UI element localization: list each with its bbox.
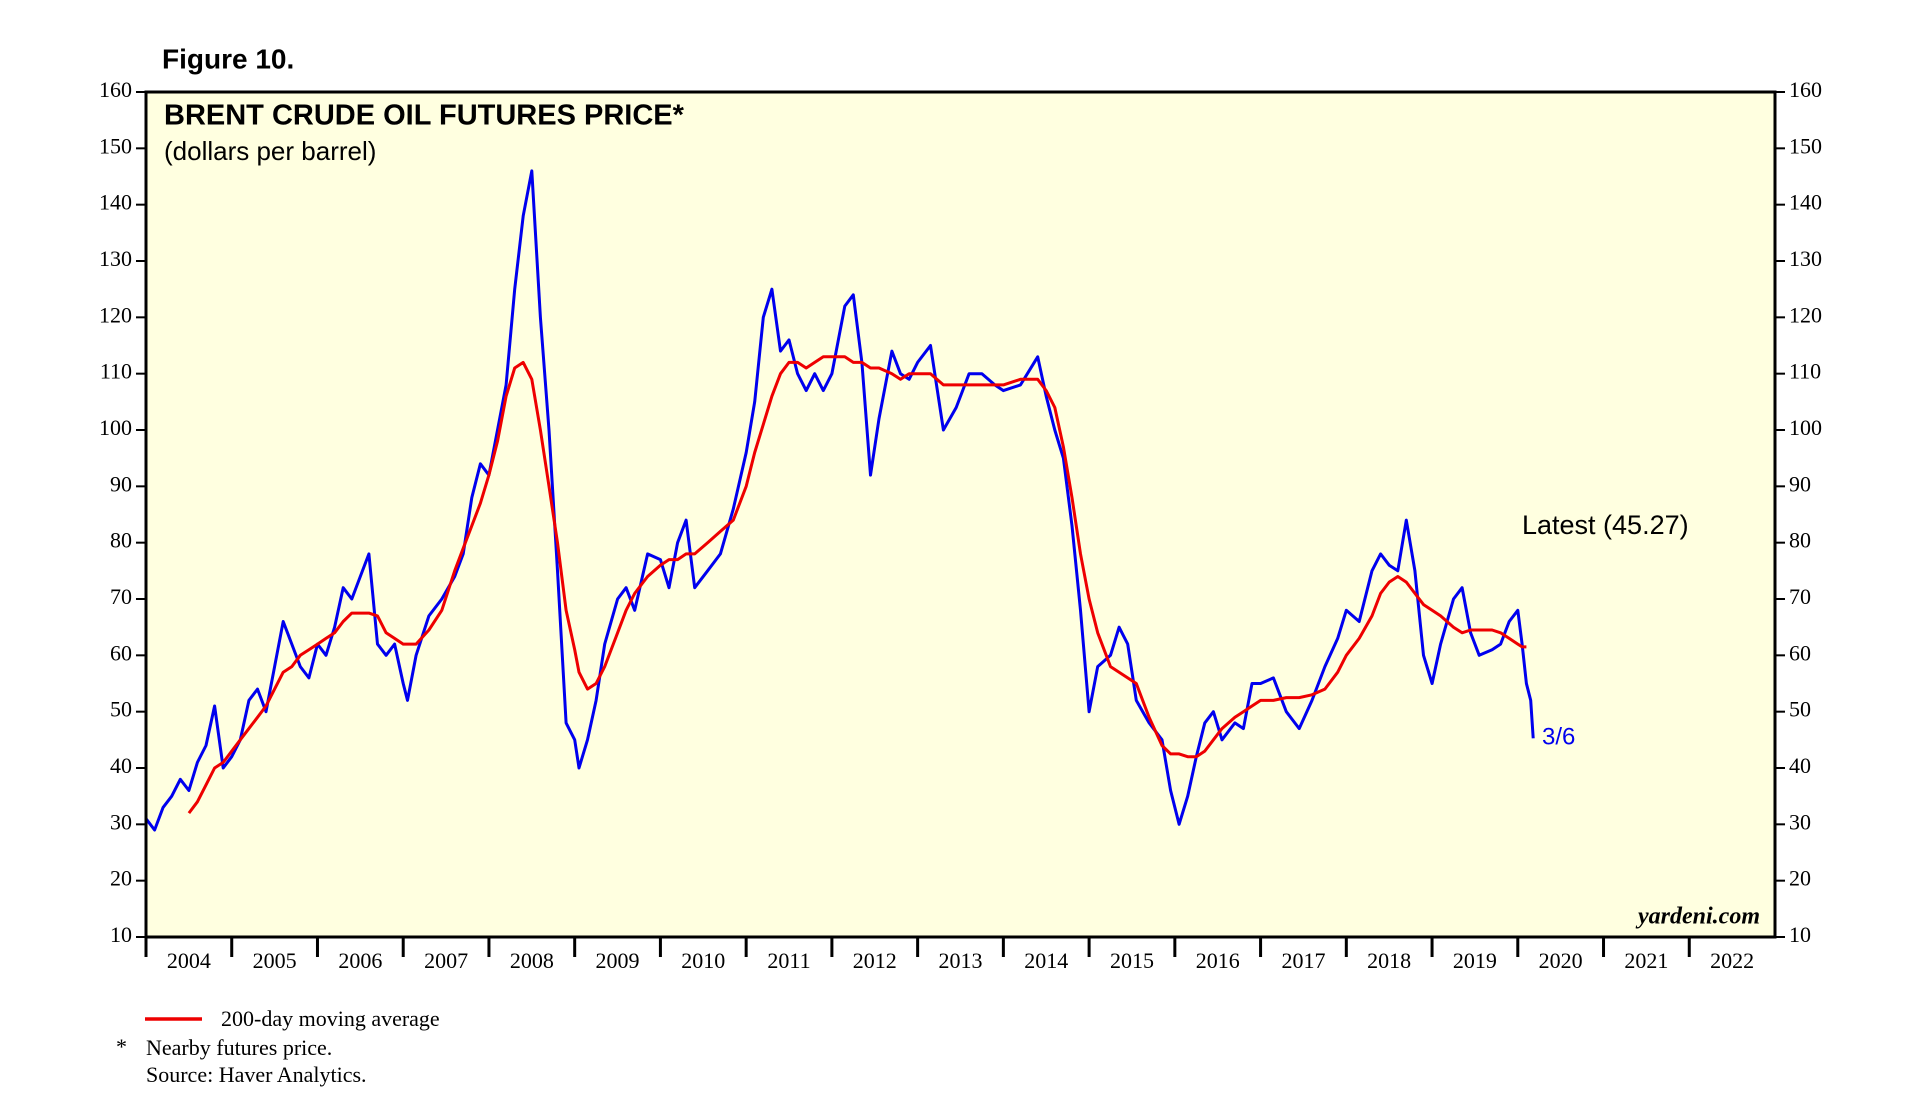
y2-tick-label: 110 [1789, 359, 1821, 384]
y2-tick-label: 30 [1789, 809, 1811, 834]
x-tick-label: 2004 [167, 948, 211, 973]
x-tick-label: 2011 [767, 948, 810, 973]
x-tick-label: 2012 [853, 948, 897, 973]
source-site: yardeni.com [1635, 904, 1760, 930]
x-tick-label: 2006 [338, 948, 382, 973]
footnote: Nearby futures price. [146, 1035, 332, 1060]
x-tick-label: 2018 [1367, 948, 1411, 973]
y2-tick-label: 50 [1789, 697, 1811, 722]
x-tick-label: 2020 [1539, 948, 1583, 973]
y2-tick-label: 80 [1789, 528, 1811, 553]
x-tick-label: 2010 [681, 948, 725, 973]
y2-tick-label: 60 [1789, 640, 1811, 665]
x-tick-label: 2021 [1624, 948, 1668, 973]
y2-tick-label: 90 [1789, 471, 1811, 496]
y-tick-label: 140 [99, 190, 132, 215]
y-tick-label: 20 [110, 866, 132, 891]
y2-tick-label: 10 [1789, 922, 1811, 947]
series-line [144, 169, 1535, 832]
y2-tick-label: 130 [1789, 246, 1822, 271]
x-tick-label: 2022 [1710, 948, 1754, 973]
series-line [187, 355, 1527, 815]
latest-annotation: Latest (45.27) [1522, 510, 1689, 540]
y-tick-label: 30 [110, 809, 132, 834]
y-tick-label: 110 [100, 359, 132, 384]
y2-tick-label: 140 [1789, 190, 1822, 215]
y-tick-label: 100 [99, 415, 132, 440]
y2-tick-label: 150 [1789, 133, 1822, 158]
x-tick-label: 2013 [939, 948, 983, 973]
figure-label: Figure 10. [162, 43, 294, 74]
y2-tick-label: 160 [1789, 77, 1822, 102]
plot-frame [144, 90, 1777, 939]
y-tick-label: 130 [99, 246, 132, 271]
source-note: Source: Haver Analytics. [146, 1062, 367, 1087]
chart-subtitle: (dollars per barrel) [164, 136, 376, 166]
legend-label: 200-day moving average [221, 1006, 440, 1031]
x-tick-label: 2019 [1453, 948, 1497, 973]
x-tick-label: 2009 [596, 948, 640, 973]
x-tick-label: 2017 [1281, 948, 1325, 973]
y-tick-label: 120 [99, 302, 132, 327]
x-tick-label: 2005 [253, 948, 297, 973]
date-annotation: 3/6 [1542, 723, 1575, 750]
y-tick-label: 90 [110, 471, 132, 496]
y-tick-label: 40 [110, 753, 132, 778]
y2-tick-label: 70 [1789, 584, 1811, 609]
x-tick-label: 2016 [1196, 948, 1240, 973]
y-tick-label: 50 [110, 697, 132, 722]
y-tick-label: 70 [110, 584, 132, 609]
y2-tick-label: 120 [1789, 302, 1822, 327]
y-tick-label: 60 [110, 640, 132, 665]
y-tick-label: 160 [99, 77, 132, 102]
y-tick-label: 150 [99, 133, 132, 158]
x-tick-label: 2007 [424, 948, 468, 973]
x-tick-label: 2008 [510, 948, 554, 973]
chart-title: BRENT CRUDE OIL FUTURES PRICE* [164, 100, 685, 132]
plot-background [146, 92, 1775, 937]
y2-tick-label: 20 [1789, 866, 1811, 891]
footnote-mark: * [116, 1034, 127, 1059]
y2-tick-label: 100 [1789, 415, 1822, 440]
x-tick-label: 2014 [1024, 948, 1068, 973]
y-tick-label: 80 [110, 528, 132, 553]
x-tick-label: 2015 [1110, 948, 1154, 973]
y-tick-label: 10 [110, 922, 132, 947]
y2-tick-label: 40 [1789, 753, 1811, 778]
